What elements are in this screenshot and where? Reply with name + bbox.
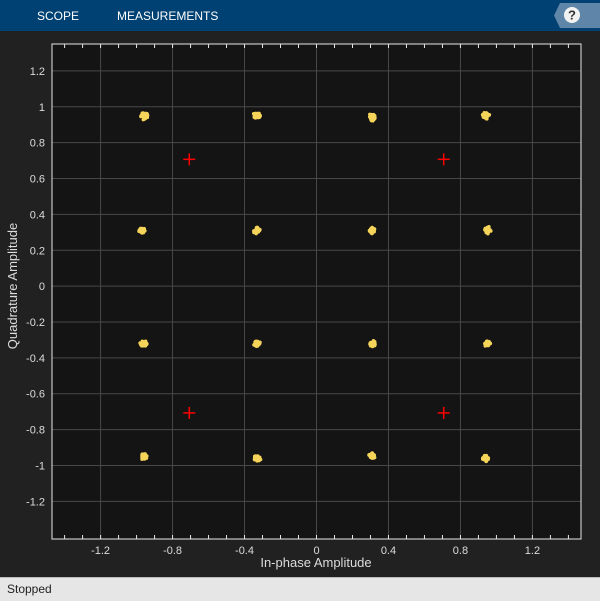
constellation-point xyxy=(487,113,492,117)
status-bar: Stopped xyxy=(0,577,600,601)
constellation-point xyxy=(142,227,147,231)
x-tick-label: -0.8 xyxy=(163,545,182,557)
constellation-point xyxy=(255,343,260,347)
constellation-point xyxy=(252,115,257,119)
x-tick-label: -1.2 xyxy=(91,545,110,557)
x-tick-label: 1.2 xyxy=(525,545,540,557)
constellation-point xyxy=(139,343,144,347)
axes-box xyxy=(51,43,582,540)
y-axis-label: Quadrature Amplitude xyxy=(5,223,20,349)
constellation-point xyxy=(370,229,374,233)
x-tick-label: 0 xyxy=(313,545,319,557)
constellation-point xyxy=(141,456,146,461)
constellation-point xyxy=(482,115,487,119)
y-tick-label: 0.4 xyxy=(30,209,45,221)
y-tick-label: 0.6 xyxy=(30,174,45,186)
constellation-point xyxy=(371,453,376,458)
x-axis-label: In-phase Amplitude xyxy=(260,555,371,570)
tab-scope[interactable]: SCOPE xyxy=(37,9,80,23)
tab-measurements[interactable]: MEASUREMENTS xyxy=(117,9,219,23)
y-tick-label: 0.8 xyxy=(30,138,45,150)
constellation-point xyxy=(487,224,491,229)
constellation-point xyxy=(372,340,376,344)
toolstrip: SCOPE MEASUREMENTS ? xyxy=(0,0,600,31)
y-tick-label: -0.2 xyxy=(26,317,45,329)
reference-constellation-marker xyxy=(183,153,196,166)
y-tick-label: -1.2 xyxy=(26,496,45,508)
question-mark-icon xyxy=(564,7,580,23)
constellation-point xyxy=(373,115,377,120)
constellation-point xyxy=(252,343,256,347)
x-tick-label: 0.4 xyxy=(381,545,396,557)
y-tick-label: 0.2 xyxy=(30,245,45,257)
constellation-point xyxy=(484,228,489,232)
constellation-point xyxy=(482,455,486,459)
y-tick-label: 1 xyxy=(39,102,45,114)
reference-constellation-marker xyxy=(437,406,450,419)
help-button[interactable]: ? xyxy=(548,3,600,28)
constellation-point xyxy=(141,112,146,117)
y-tick-label: -0.8 xyxy=(26,425,45,437)
constellation-point xyxy=(255,454,260,458)
constellation-point xyxy=(255,228,260,232)
y-tick-label: -0.6 xyxy=(26,389,45,401)
constellation-point xyxy=(137,229,141,234)
constellation-point xyxy=(484,341,489,346)
reference-constellation-marker xyxy=(437,153,450,166)
constellation-point xyxy=(370,231,374,236)
constellation-point xyxy=(488,227,492,232)
svg-text:?: ? xyxy=(568,8,576,23)
reference-constellation-marker xyxy=(183,406,196,419)
constellation-point xyxy=(142,117,147,121)
constellation-point xyxy=(141,453,145,458)
constellation-point xyxy=(256,457,260,462)
x-tick-label: 0.8 xyxy=(453,545,468,557)
y-tick-label: 1.2 xyxy=(30,66,45,78)
y-tick-label: -1 xyxy=(35,460,45,472)
y-tick-label: -0.4 xyxy=(26,353,45,365)
constellation-plot: -1.2 -0.8 -0.4 0 0.4 0.8 1.2 -1.2 -1 -0.8 -0.6 -0.4… xyxy=(5,43,582,570)
x-tick-label: -0.4 xyxy=(235,545,254,557)
constellation-point xyxy=(255,113,259,118)
status-text: Stopped xyxy=(7,582,52,596)
y-tick-label: 0 xyxy=(39,281,45,293)
